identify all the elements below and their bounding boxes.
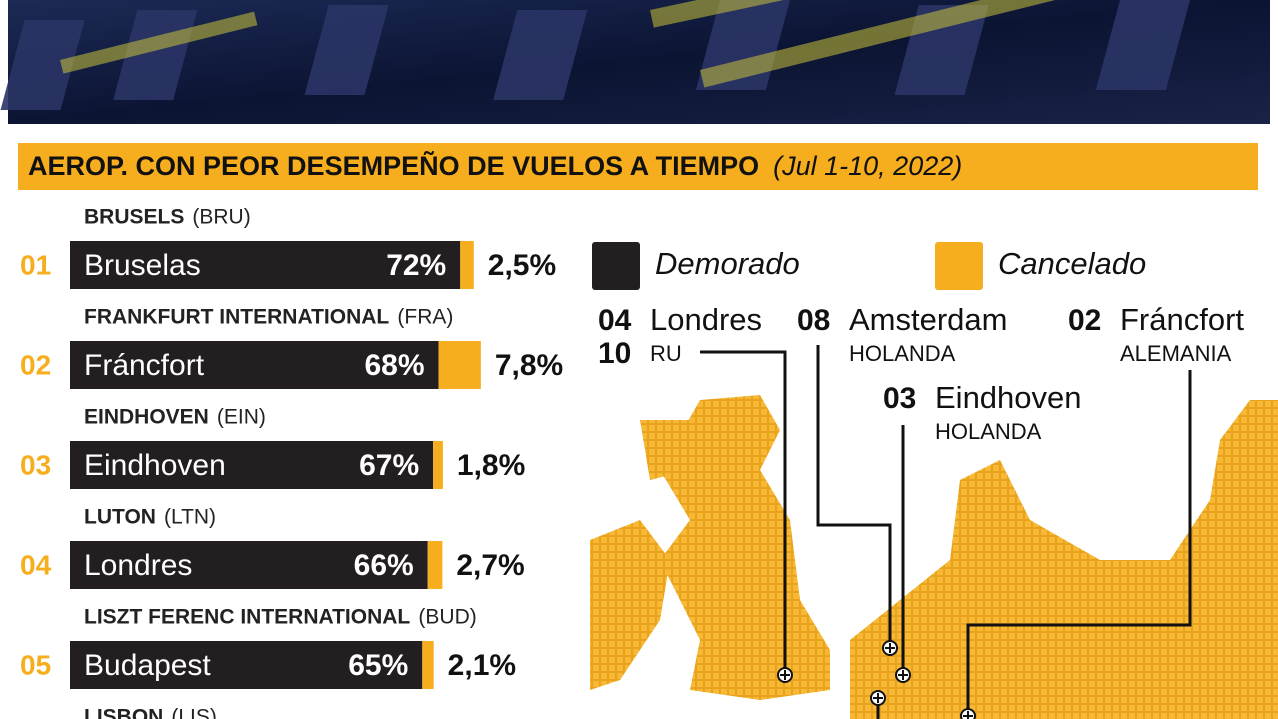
airport-code: (LIS) xyxy=(171,706,217,719)
airport-code: (BUD) xyxy=(418,606,476,629)
airport-name: LISZT FERENC INTERNATIONAL xyxy=(84,606,410,629)
airport-marker-cross xyxy=(963,711,973,719)
airport-code: (LTN) xyxy=(164,506,216,529)
delayed-label: 67% xyxy=(359,449,419,482)
chart-title: AEROP. CON PEOR DESEMPEÑO DE VUELOS A TI… xyxy=(28,150,759,181)
airport-code: (EIN) xyxy=(217,406,266,429)
delayed-label: 68% xyxy=(365,349,425,382)
legend-swatch xyxy=(935,242,983,290)
bar-delayed xyxy=(70,341,439,389)
bar-cancelled xyxy=(460,241,474,289)
cancelled-label: 2,7% xyxy=(456,549,524,582)
bar-cancelled xyxy=(438,341,481,389)
bar-delayed xyxy=(70,541,428,589)
map-country: HOLANDA xyxy=(935,419,1042,444)
rank: 03 xyxy=(20,449,51,480)
delayed-label: 66% xyxy=(354,549,414,582)
map-leaders xyxy=(700,345,1192,719)
map-city: Fráncfort xyxy=(1120,302,1244,337)
city: Londres xyxy=(84,549,192,582)
airport-marker-cross xyxy=(885,643,895,653)
header-photo xyxy=(0,0,1270,124)
map-city: Amsterdam xyxy=(849,302,1007,337)
chart-subtitle: (Jul 1-10, 2022) xyxy=(773,151,962,181)
airport-code: (FRA) xyxy=(397,306,453,329)
bar-delayed xyxy=(70,641,423,689)
city: Bruselas xyxy=(84,249,201,282)
map-country: ALEMANIA xyxy=(1120,341,1232,366)
airport-name: LUTON xyxy=(84,506,156,529)
airport-code: (BRU) xyxy=(192,206,250,229)
map-country: HOLANDA xyxy=(849,341,956,366)
map-rank: 03 xyxy=(883,382,916,415)
bar-cancelled xyxy=(433,441,443,489)
cancelled-label: 2,1% xyxy=(448,649,516,682)
rank: 04 xyxy=(20,549,52,580)
airport-name: LISBON xyxy=(84,706,163,719)
legend-label: Demorado xyxy=(655,246,800,281)
delayed-label: 65% xyxy=(348,649,408,682)
map-city: Eindhoven xyxy=(935,380,1082,415)
bar-delayed xyxy=(70,241,461,289)
city: Eindhoven xyxy=(84,449,226,482)
cancelled-label: 2,5% xyxy=(488,249,556,282)
legend-swatch xyxy=(592,242,640,290)
map-rank: 10 xyxy=(598,337,631,370)
map-rank: 04 xyxy=(598,304,632,337)
bar-cancelled xyxy=(422,641,434,689)
title-band xyxy=(18,143,1258,190)
map-city: Londres xyxy=(650,302,762,337)
bar-delayed xyxy=(70,441,434,489)
map-rank: 08 xyxy=(797,304,830,337)
rank: 01 xyxy=(20,249,51,280)
cancelled-label: 7,8% xyxy=(495,349,563,382)
map-country: RU xyxy=(650,341,682,366)
legend-label: Cancelado xyxy=(998,246,1146,281)
city: Fráncfort xyxy=(84,349,205,382)
cancelled-label: 1,8% xyxy=(457,449,525,482)
airport-name: EINDHOVEN xyxy=(84,406,209,429)
airport-name: BRUSELS xyxy=(84,206,184,229)
bar-cancelled xyxy=(427,541,443,589)
delayed-label: 72% xyxy=(386,249,446,282)
rank: 05 xyxy=(20,649,51,680)
airport-marker-cross xyxy=(780,670,790,680)
rank: 02 xyxy=(20,349,51,380)
airport-marker-cross xyxy=(873,693,883,703)
airport-name: FRANKFURT INTERNATIONAL xyxy=(84,306,389,329)
map-rank: 02 xyxy=(1068,304,1101,337)
city: Budapest xyxy=(84,649,211,682)
airport-marker-cross xyxy=(898,670,908,680)
map xyxy=(590,395,1278,719)
